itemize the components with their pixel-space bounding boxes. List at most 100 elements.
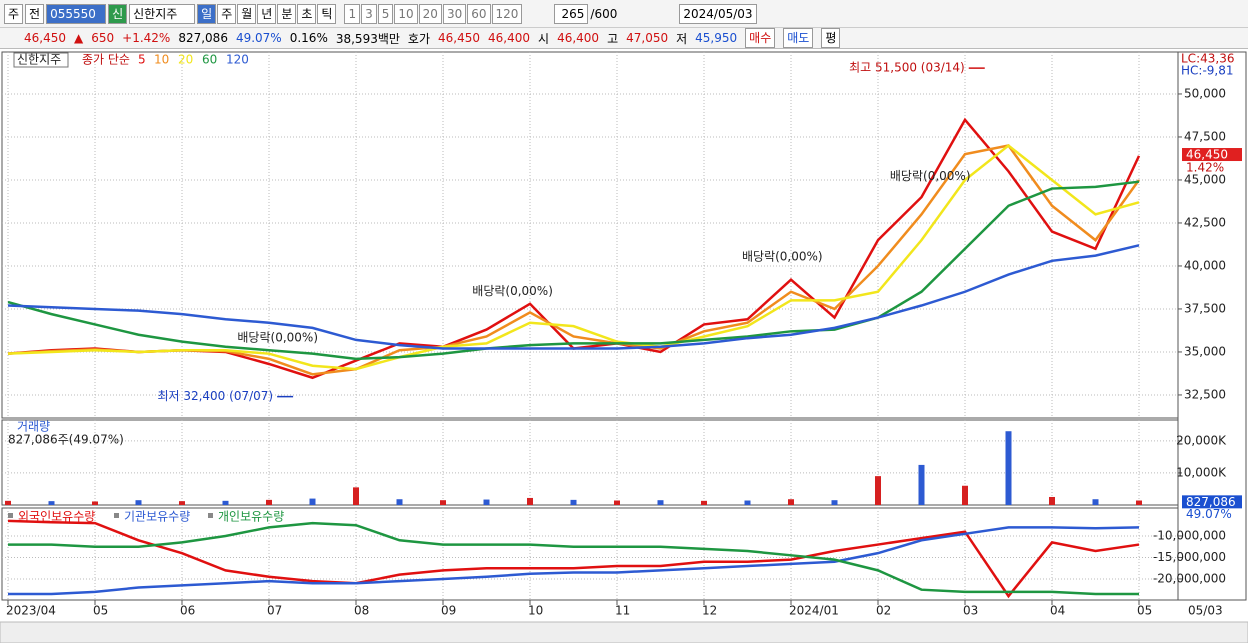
bar [483, 499, 490, 505]
date-input[interactable]: 2024/05/03 [679, 3, 757, 24]
unit-button[interactable]: 초 [297, 3, 317, 24]
legend-swatch [114, 513, 119, 518]
legend-entry: 10 [154, 53, 169, 67]
line-series [7, 180, 1140, 361]
avg-button[interactable]: 평 [821, 28, 841, 48]
y-tick-label: 32,500 [1184, 387, 1226, 401]
y-tick-label: 47,500 [1184, 129, 1226, 143]
price-tag: 46,450 [1186, 148, 1228, 162]
panel-frame [1, 419, 1179, 506]
unit-button[interactable]: 주 [217, 3, 237, 24]
line-series [8, 521, 1139, 596]
x-tick-label: 11 [615, 604, 630, 618]
bar [1136, 500, 1142, 505]
bar [788, 499, 794, 505]
y-tick-label: 35,000 [1184, 344, 1226, 358]
x-tick-label: 09 [441, 604, 456, 618]
low: 45,950 [695, 31, 738, 45]
legend-entry: 20 [178, 53, 193, 67]
x-tick-label: 10 [528, 604, 543, 618]
x-tick-label: 2024/01 [789, 604, 839, 618]
unit-button[interactable]: 틱 [317, 3, 337, 24]
bar [135, 500, 142, 505]
annotation: 최저 32,400 (07/07) [157, 389, 273, 403]
bar [92, 501, 98, 505]
step-button[interactable]: 60 [467, 3, 491, 24]
step-button[interactable]: 3 [361, 3, 377, 24]
count-input[interactable]: 265 [554, 3, 589, 24]
x-tick-label: 04 [1050, 604, 1065, 618]
unit-button[interactable]: 년 [257, 3, 277, 24]
bar [309, 498, 316, 505]
bar [1005, 431, 1012, 505]
bar [657, 500, 664, 505]
bar [570, 499, 577, 505]
rate-tag: 1.42% [1186, 161, 1224, 175]
change: 650 [91, 31, 115, 45]
y-tick-label: 45,000 [1184, 172, 1226, 186]
step-button[interactable]: 20 [418, 3, 442, 24]
chart-subtitle: 827,086주(49.07%) [8, 433, 124, 447]
y-tick-label: -20,000,000 [1153, 571, 1226, 585]
bar [744, 500, 751, 505]
bar [875, 476, 881, 505]
step-button[interactable]: 5 [377, 3, 394, 24]
quote-bar: 46,450 ▲ 650 +1.42% 827,086 49.07% 0.16%… [0, 28, 1248, 49]
bar [48, 501, 55, 505]
line-series [7, 519, 1140, 599]
bar [266, 499, 272, 505]
line-series [7, 143, 1140, 371]
bar [962, 485, 968, 505]
annotation: 배당락(0,00%) [472, 284, 553, 298]
volume-tag: 827,086 [1186, 495, 1236, 509]
bar [1049, 496, 1055, 505]
unit-button[interactable]: 일 [197, 3, 217, 24]
rate: +1.42% [122, 31, 171, 45]
stock-name[interactable]: 신한지주 [129, 3, 196, 24]
bar [396, 499, 403, 505]
bar [179, 501, 185, 505]
bar [353, 487, 359, 505]
unit-button[interactable]: 월 [237, 3, 257, 24]
x-tick-label: 03 [963, 604, 978, 618]
code-input[interactable]: 055550 [46, 3, 107, 24]
count-max: /600 [590, 6, 618, 21]
step-button[interactable]: 120 [491, 3, 523, 24]
bar [527, 497, 533, 505]
bar [831, 500, 838, 505]
x-tick-label: 12 [702, 604, 717, 618]
annotation: 배당락(0,00%) [237, 330, 318, 344]
period-button[interactable]: 주 [4, 3, 24, 24]
price-tag-bg [1182, 148, 1242, 162]
prev-button[interactable]: 전 [25, 3, 45, 24]
step-button[interactable]: 1 [344, 3, 361, 24]
line-series [7, 244, 1140, 350]
step-button[interactable]: 30 [442, 3, 467, 24]
ask-label: 호가 [407, 31, 431, 46]
y-tick-label: 50,000 [1184, 86, 1226, 100]
bar [222, 500, 229, 505]
line-series [7, 117, 1141, 380]
annotation: 최고 51,500 (03/14) [849, 61, 965, 75]
bar [614, 500, 620, 505]
lc-label: LC:43,36 [1181, 52, 1234, 66]
bar [5, 500, 11, 505]
high-label: 고 [607, 31, 619, 46]
high: 47,050 [626, 31, 669, 45]
axis-frame [1177, 51, 1247, 601]
bid: 46,400 [488, 31, 531, 45]
scrollbar [0, 621, 1248, 643]
chart-title: 거래량 [17, 420, 50, 434]
y-tick-label: 10,000K [1176, 465, 1227, 479]
volume-rate-tag: 49.07% [1186, 507, 1232, 521]
sell-button[interactable]: 매도 [783, 28, 814, 48]
x-tick-label: 02 [876, 604, 891, 618]
buy-button[interactable]: 매수 [745, 28, 776, 48]
legend-entry: 120 [226, 53, 249, 67]
y-tick-label: 37,500 [1184, 301, 1226, 315]
annotation: 배당락(0,00%) [890, 169, 971, 183]
y-tick-label: -10,000,000 [1153, 528, 1226, 542]
x-tick-label: 2023/04 [6, 604, 56, 618]
unit-button[interactable]: 분 [277, 3, 297, 24]
step-button[interactable]: 10 [394, 3, 418, 24]
